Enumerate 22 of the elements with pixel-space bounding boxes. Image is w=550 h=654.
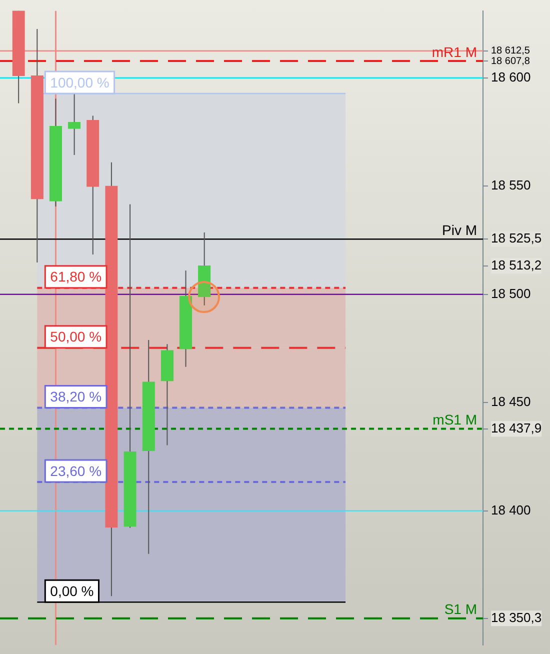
y-tick-label: 18 350,3 bbox=[491, 610, 542, 625]
y-tick-label: 18 550 bbox=[491, 178, 531, 193]
ref-line-label: S1 M bbox=[444, 601, 477, 618]
y-tick-label: 18 437,9 bbox=[491, 420, 542, 436]
annotation: 38,20 % bbox=[50, 388, 102, 405]
y-tick-label: 18 607,8 bbox=[491, 56, 530, 67]
y-tick-label: 18 612,5 bbox=[491, 46, 530, 57]
ref-line-label: Piv M bbox=[442, 222, 477, 238]
y-tick-label: 18 513,2 bbox=[491, 257, 542, 272]
annotation: 61,80 % bbox=[50, 268, 102, 285]
ref-line-label: mR1 M bbox=[432, 44, 477, 60]
annotation: 50,00 % bbox=[50, 328, 102, 345]
candlestick bbox=[68, 93, 81, 156]
y-tick-label: 18 400 bbox=[491, 502, 531, 518]
y-tick-label: 18 600 bbox=[491, 69, 531, 84]
annotation: 100,00 % bbox=[50, 74, 110, 90]
y-tick-label: 18 525,5 bbox=[491, 230, 542, 246]
y-tick-label: 18 500 bbox=[491, 286, 531, 301]
ref-line-label: mS1 M bbox=[432, 412, 477, 428]
y-tick-label: 18 450 bbox=[491, 394, 531, 410]
annotation: 0,00 % bbox=[50, 583, 94, 599]
annotation: 23,60 % bbox=[50, 462, 102, 479]
